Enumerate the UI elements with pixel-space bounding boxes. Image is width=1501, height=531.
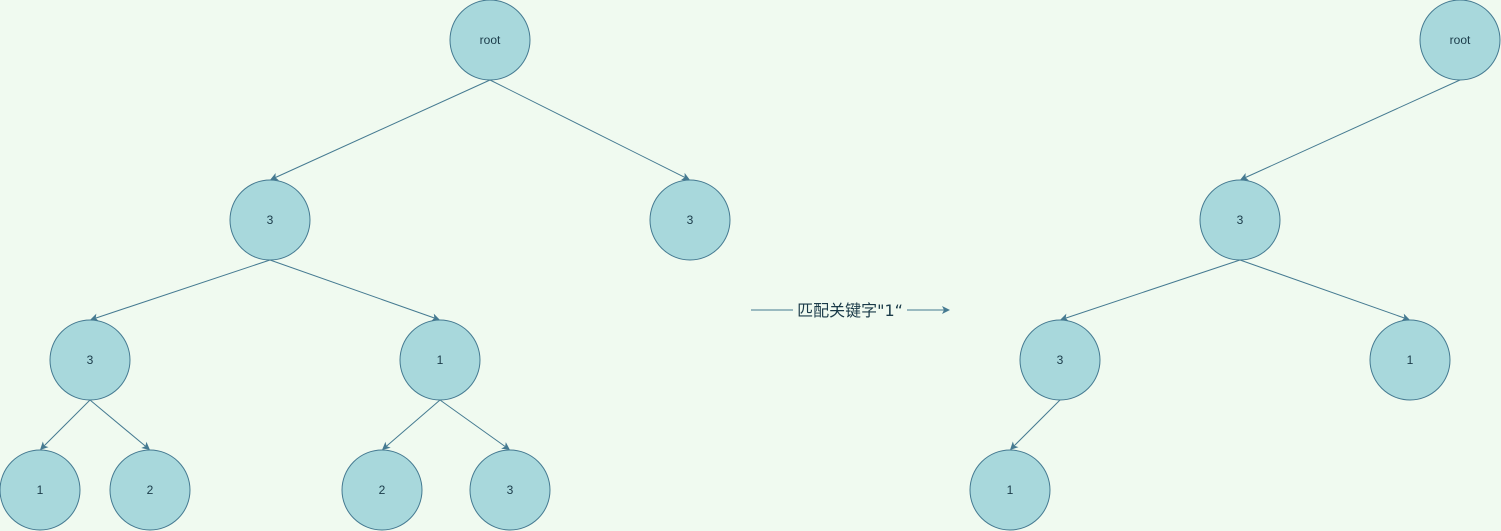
tree-node: 3 — [649, 179, 731, 261]
edge-b-3-l-to-b-1-ll — [1013, 399, 1061, 447]
edge-a-1-lr-to-a-2-lrl — [386, 399, 441, 447]
node-circle-b-root — [1419, 0, 1501, 81]
arrowhead-a-3-left-to-a-3-ll — [90, 313, 99, 322]
tree-node: 3 — [469, 449, 551, 531]
node-label-a-1-lr: 1 — [437, 353, 444, 367]
transition-label: 匹配关键字"1“ — [797, 301, 903, 320]
node-circle-a-root — [449, 0, 531, 81]
node-label-b-3: 3 — [1237, 213, 1244, 227]
tree-node: 2 — [109, 449, 191, 531]
arrowhead-a-root-to-a-3-left — [270, 173, 279, 181]
node-label-a-2-llr: 2 — [147, 483, 154, 497]
node-label-b-3-l: 3 — [1057, 353, 1064, 367]
arrowhead-a-3-ll-to-a-2-llr — [141, 441, 150, 450]
arrowhead-b-3-l-to-b-1-ll — [1010, 441, 1019, 450]
node-label-b-1-ll: 1 — [1007, 483, 1014, 497]
tree-node: 3 — [49, 319, 131, 401]
tree-node: 1 — [969, 449, 1051, 531]
edge-a-1-lr-to-a-3-lrr — [439, 399, 506, 447]
transition-arrow: 匹配关键字"1“ — [751, 301, 950, 320]
node-label-a-2-lrl: 2 — [379, 483, 386, 497]
node-label-a-3-ll: 3 — [87, 353, 94, 367]
edge-b-root-to-b-3 — [1245, 79, 1461, 178]
node-circle-a-1-lll — [0, 449, 81, 531]
node-circle-b-1-ll — [969, 449, 1051, 531]
node-label-a-3-left: 3 — [267, 213, 274, 227]
node-circle-b-3 — [1199, 179, 1281, 261]
tree-node: 3 — [229, 179, 311, 261]
edge-a-root-to-a-3-right — [489, 79, 685, 178]
tree-node: 1 — [399, 319, 481, 401]
edge-a-3-ll-to-a-2-llr — [89, 399, 146, 447]
tree-node: root — [1419, 0, 1501, 81]
tree-node: 1 — [1369, 319, 1451, 401]
edges-layer — [40, 79, 1461, 450]
node-circle-a-2-llr — [109, 449, 191, 531]
node-label-b-root: root — [1450, 33, 1471, 47]
node-circle-b-3-l — [1019, 319, 1101, 401]
node-label-a-3-lrr: 3 — [507, 483, 514, 497]
tree-node: 1 — [0, 449, 81, 531]
tree-node: root — [449, 0, 531, 81]
node-label-a-1-lll: 1 — [37, 483, 44, 497]
edge-a-root-to-a-3-left — [275, 79, 491, 178]
arrowhead-a-1-lr-to-a-2-lrl — [382, 441, 391, 450]
arrowhead-b-3-to-b-1-r — [1401, 313, 1410, 322]
node-circle-a-2-lrl — [341, 449, 423, 531]
edge-a-3-left-to-a-1-lr — [269, 259, 435, 319]
arrowhead-b-root-to-b-3 — [1240, 173, 1249, 181]
arrowhead-a-root-to-a-3-right — [681, 172, 690, 180]
edge-a-3-left-to-a-3-ll — [95, 259, 271, 319]
arrowhead-a-1-lr-to-a-3-lrr — [501, 442, 510, 450]
tree-node: 3 — [1199, 179, 1281, 261]
arrowhead-a-3-left-to-a-1-lr — [431, 313, 440, 322]
node-circle-a-3-ll — [49, 319, 131, 401]
node-label-a-3-right: 3 — [687, 213, 694, 227]
arrowhead-b-3-to-b-3-l — [1060, 313, 1069, 322]
arrowhead-a-3-ll-to-a-1-lll — [40, 441, 49, 450]
tree-node: 3 — [1019, 319, 1101, 401]
node-label-a-root: root — [480, 33, 501, 47]
transition-arrowhead — [942, 306, 950, 314]
node-circle-a-3-right — [649, 179, 731, 261]
node-circle-a-1-lr — [399, 319, 481, 401]
node-circle-b-1-r — [1369, 319, 1451, 401]
node-label-b-1-r: 1 — [1407, 353, 1414, 367]
node-circle-a-3-lrr — [469, 449, 551, 531]
edge-b-3-to-b-1-r — [1239, 259, 1405, 319]
node-circle-a-3-left — [229, 179, 311, 261]
edge-a-3-ll-to-a-1-lll — [43, 399, 91, 447]
tree-node: 2 — [341, 449, 423, 531]
edge-b-3-to-b-3-l — [1065, 259, 1241, 319]
